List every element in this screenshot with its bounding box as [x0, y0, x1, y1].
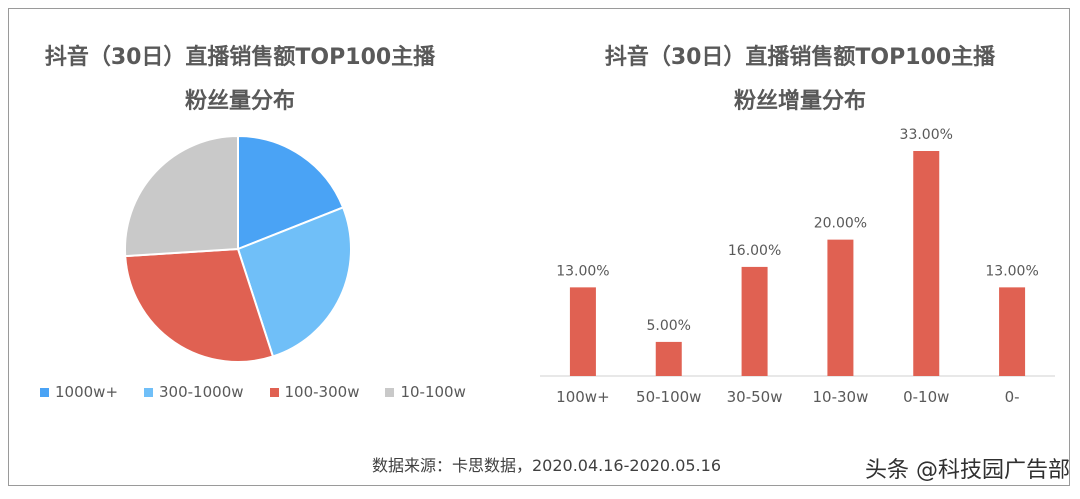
bar-tick-label-5: 0-	[1005, 388, 1020, 406]
bar-chart-title: 抖音（30日）直播销售额TOP100主播 粉丝增量分布	[560, 36, 1040, 124]
legend-item-2: 100-300w	[269, 383, 360, 401]
bar-data-label-4: 33.00%	[900, 127, 953, 143]
pie-slice-0	[237, 134, 345, 251]
legend-item-1: 300-1000w	[144, 383, 244, 401]
bar-data-label-1: 5.00%	[647, 318, 691, 334]
pie-title-line1: 抖音（30日）直播销售额TOP100主播	[44, 45, 436, 70]
watermark-text: 头条 @科技园广告部	[865, 458, 1070, 483]
pie-chart	[124, 134, 352, 363]
pie-slice-1	[236, 206, 352, 358]
bar-tick-label-4: 0-10w	[903, 388, 949, 406]
legend-label-3: 10-100w	[400, 383, 466, 401]
pie-chart-title: 抖音（30日）直播销售额TOP100主播 粉丝量分布	[20, 36, 460, 124]
legend-swatch-0	[40, 387, 49, 397]
bar-1	[655, 341, 682, 376]
pie-slice-3	[124, 134, 239, 258]
legend-swatch-1	[144, 387, 154, 397]
legend-label-1: 300-1000w	[159, 383, 244, 401]
bar-tick-label-2: 30-50w	[727, 388, 783, 406]
pie-title-line2: 粉丝量分布	[184, 89, 295, 114]
bar-chart: 13.00% 100w+ 5.00% 50-100w 16.00% 30-50w 20.00…	[540, 127, 1055, 406]
bar-tick-label-3: 10-30w	[812, 388, 868, 406]
pie-legend: 1000w+ 300-1000w 100-300w 10-100w	[40, 383, 466, 401]
bar-tick-label-0: 100w+	[556, 388, 609, 406]
bar-data-label-0: 13.00%	[556, 263, 609, 279]
bar-5	[999, 287, 1026, 376]
bar-data-label-3: 20.00%	[814, 216, 867, 232]
legend-swatch-3	[385, 387, 395, 397]
bar-3	[827, 239, 854, 376]
legend-item-3: 10-100w	[385, 383, 466, 401]
legend-item-0: 1000w+	[40, 383, 118, 401]
bar-data-label-5: 13.00%	[985, 263, 1038, 279]
pie-slice-2	[124, 247, 275, 363]
data-source-note: 数据来源：卡思数据，2020.04.16-2020.05.16	[372, 456, 721, 475]
bar-2	[741, 266, 768, 376]
legend-label-2: 100-300w	[284, 383, 360, 401]
bar-4	[913, 151, 940, 376]
bar-title-line1: 抖音（30日）直播销售额TOP100主播	[604, 45, 996, 70]
legend-label-0: 1000w+	[55, 383, 119, 401]
bar-tick-label-1: 50-100w	[636, 388, 701, 406]
chart-frame	[8, 8, 1070, 486]
bar-title-line2: 粉丝增量分布	[733, 89, 866, 114]
bar-0	[569, 287, 596, 376]
legend-swatch-2	[269, 387, 279, 397]
bar-data-label-2: 16.00%	[728, 243, 781, 259]
